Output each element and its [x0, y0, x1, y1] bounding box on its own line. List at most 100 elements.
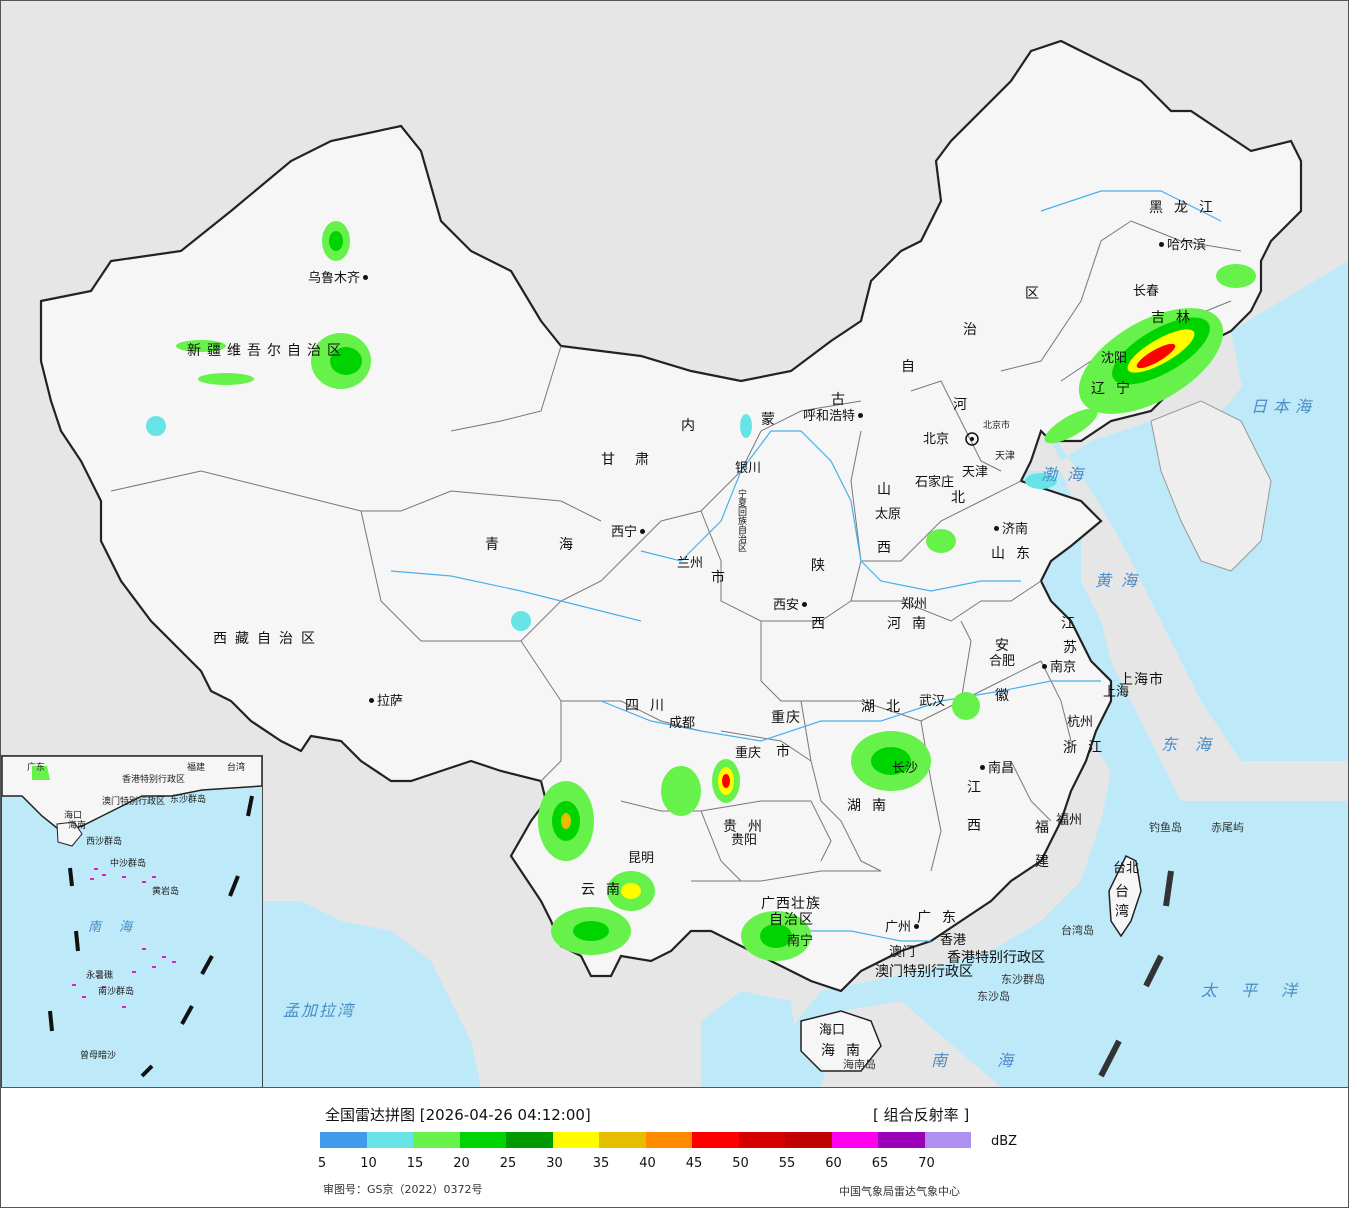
legend-product: [ 组合反射率 ]: [873, 1106, 970, 1124]
city-marker: [640, 529, 646, 534]
region-label-guizhou: 贵州: [723, 819, 773, 835]
island-dongsha: 东沙群岛: [1001, 973, 1045, 986]
region-label-ningxia: 宁夏回族自治区: [736, 489, 746, 552]
scale-tick-label: 35: [592, 1156, 610, 1171]
inset-label-macau: 澳门特别行政区: [102, 797, 166, 807]
city-marker: [363, 275, 369, 280]
city-chengdu: 成都: [669, 716, 696, 731]
region-label-chongqing-1: 重庆: [771, 710, 801, 726]
city-guangzhou: 广州: [885, 920, 922, 935]
region-label-shanxi-1: 山: [877, 482, 902, 498]
sea-label-mengjiala: 孟加拉湾: [283, 1001, 356, 1020]
inset-label-guangdong: 广东: [27, 763, 46, 773]
scale-tick-label: 20: [453, 1156, 470, 1171]
city-shijiazhuang: 石家庄: [915, 475, 955, 490]
region-label-sichuan: 四川: [625, 698, 675, 714]
city-taibei: 台北: [1113, 861, 1140, 876]
legend-panel: 全国雷达拼图 [2026-04-26 04:12:00] [ 组合反射率 ] 5…: [1, 1088, 1348, 1207]
color-swatch: [924, 1132, 971, 1148]
city-yinchuan: 银川: [735, 461, 762, 476]
scale-tick-label: 60: [825, 1156, 842, 1171]
city-changchun: 长春: [1133, 284, 1160, 299]
sea-label-riben: 日本海: [1251, 397, 1318, 416]
city-marker: [802, 602, 808, 607]
region-label-heilongjiang: 黑龙江: [1149, 200, 1224, 216]
city-hefei: 合肥: [989, 654, 1016, 669]
city-shenyang: 沈阳: [1101, 351, 1128, 366]
legend-title: 全国雷达拼图 [2026-04-26 04:12:00]: [325, 1106, 591, 1124]
region-label-neimenggu-5: 治: [963, 322, 988, 338]
region-label-hebei-2: 北: [951, 490, 976, 506]
island-diaoyu: 钓鱼岛: [1149, 821, 1182, 834]
region-label-yunnan: 云南: [581, 882, 631, 898]
city-nanchang: 南昌: [977, 761, 1014, 776]
city-marker: [994, 526, 999, 531]
region-label-tianjin-shi: 天津: [995, 451, 1015, 462]
scale-tick-label: 10: [360, 1156, 377, 1171]
color-swatch: [692, 1132, 739, 1148]
color-swatch: [552, 1132, 599, 1148]
scale-tick-label: 30: [546, 1156, 563, 1171]
color-swatch: [785, 1132, 832, 1148]
sea-label-donghai: 东海: [1161, 735, 1230, 754]
color-swatch: [320, 1132, 367, 1148]
inset-label-zengmu: 曾母暗沙: [80, 1051, 117, 1061]
region-label-neimenggu-4: 自: [901, 359, 926, 375]
island-dongsha-dao: 东沙岛: [977, 990, 1010, 1003]
scale-tick-label: 70: [918, 1156, 935, 1171]
region-label-shaanxi-2: 西: [811, 616, 836, 632]
region-label-anhui-2: 徽: [995, 688, 1020, 704]
city-nanjing: 南京: [1039, 660, 1076, 675]
city-nanning: 南宁: [787, 934, 814, 949]
city-fuzhou: 福州: [1056, 813, 1083, 828]
korea-peninsula: [1150, 400, 1272, 572]
sea-label-nanhai: 南海: [931, 1051, 1064, 1070]
inset-label-huangyan: 黄岩岛: [152, 887, 180, 897]
review-number: 审图号：GS京（2022）0372号: [323, 1183, 483, 1196]
capital-symbol: [965, 432, 979, 446]
city-marker: [858, 413, 864, 418]
sea-east-2: [781, 471, 1348, 1087]
color-swatch: [366, 1132, 413, 1148]
region-label-jiangxi-1: 江: [967, 780, 992, 796]
map-area: 黑龙江 吉林 辽宁 内 蒙 古 自 治 区 河 北 山 西 山东 河南 江 苏 …: [1, 1, 1348, 1088]
taiwan-island: [1108, 854, 1142, 938]
region-label-xinjiang: 新疆维吾尔自治区: [187, 343, 347, 359]
region-label-liaoning: 辽宁: [1091, 381, 1141, 397]
region-label-neimenggu-2: 蒙: [761, 412, 786, 428]
region-label-lanzhou-shi: 市: [711, 570, 736, 586]
city-xian: 西安: [773, 598, 810, 613]
city-xining: 西宁: [611, 525, 648, 540]
city-lanzhou: 兰州: [677, 556, 704, 571]
city-guiyang: 贵阳: [731, 833, 758, 848]
city-shanghai: 上海: [1103, 685, 1130, 700]
region-label-taiwan-1: 台: [1115, 884, 1140, 900]
city-jinan: 济南: [991, 522, 1028, 537]
region-label-shanghai: 上海市: [1119, 672, 1164, 688]
city-marker: [369, 698, 374, 703]
city-marker: [980, 765, 985, 770]
city-taiyuan: 太原: [875, 507, 902, 522]
region-label-hongkong: 香港特别行政区: [947, 950, 1045, 966]
region-label-xizang: 西藏自治区: [213, 631, 323, 647]
scale-tick-label: 65: [871, 1156, 889, 1171]
color-swatch: [413, 1132, 460, 1148]
sea-bengal: [261, 901, 481, 1087]
inset-label-zhongsha: 中沙群岛: [110, 859, 147, 869]
region-label-shaanxi-1: 陕: [811, 558, 836, 574]
region-label-shandong: 山东: [991, 546, 1041, 562]
region-label-chongqing-2: 市: [776, 744, 801, 760]
region-label-shanxi-2: 西: [877, 540, 902, 556]
city-chongqing: 重庆: [735, 746, 762, 761]
city-haikou: 海口: [819, 1023, 846, 1038]
region-label-henan: 河南: [887, 616, 937, 632]
region-label-neimenggu-3: 古: [831, 392, 856, 408]
region-label-neimenggu-1: 内: [681, 418, 706, 434]
inset-label-haikou: 海口: [64, 811, 83, 821]
city-beijing: 北京: [923, 432, 950, 447]
city-tianjin: 天津: [962, 465, 989, 480]
region-label-macau: 澳门特别行政区: [875, 964, 973, 980]
inset-label-hainan: 海南: [68, 821, 87, 831]
region-label-anhui-1: 安: [995, 638, 1020, 654]
